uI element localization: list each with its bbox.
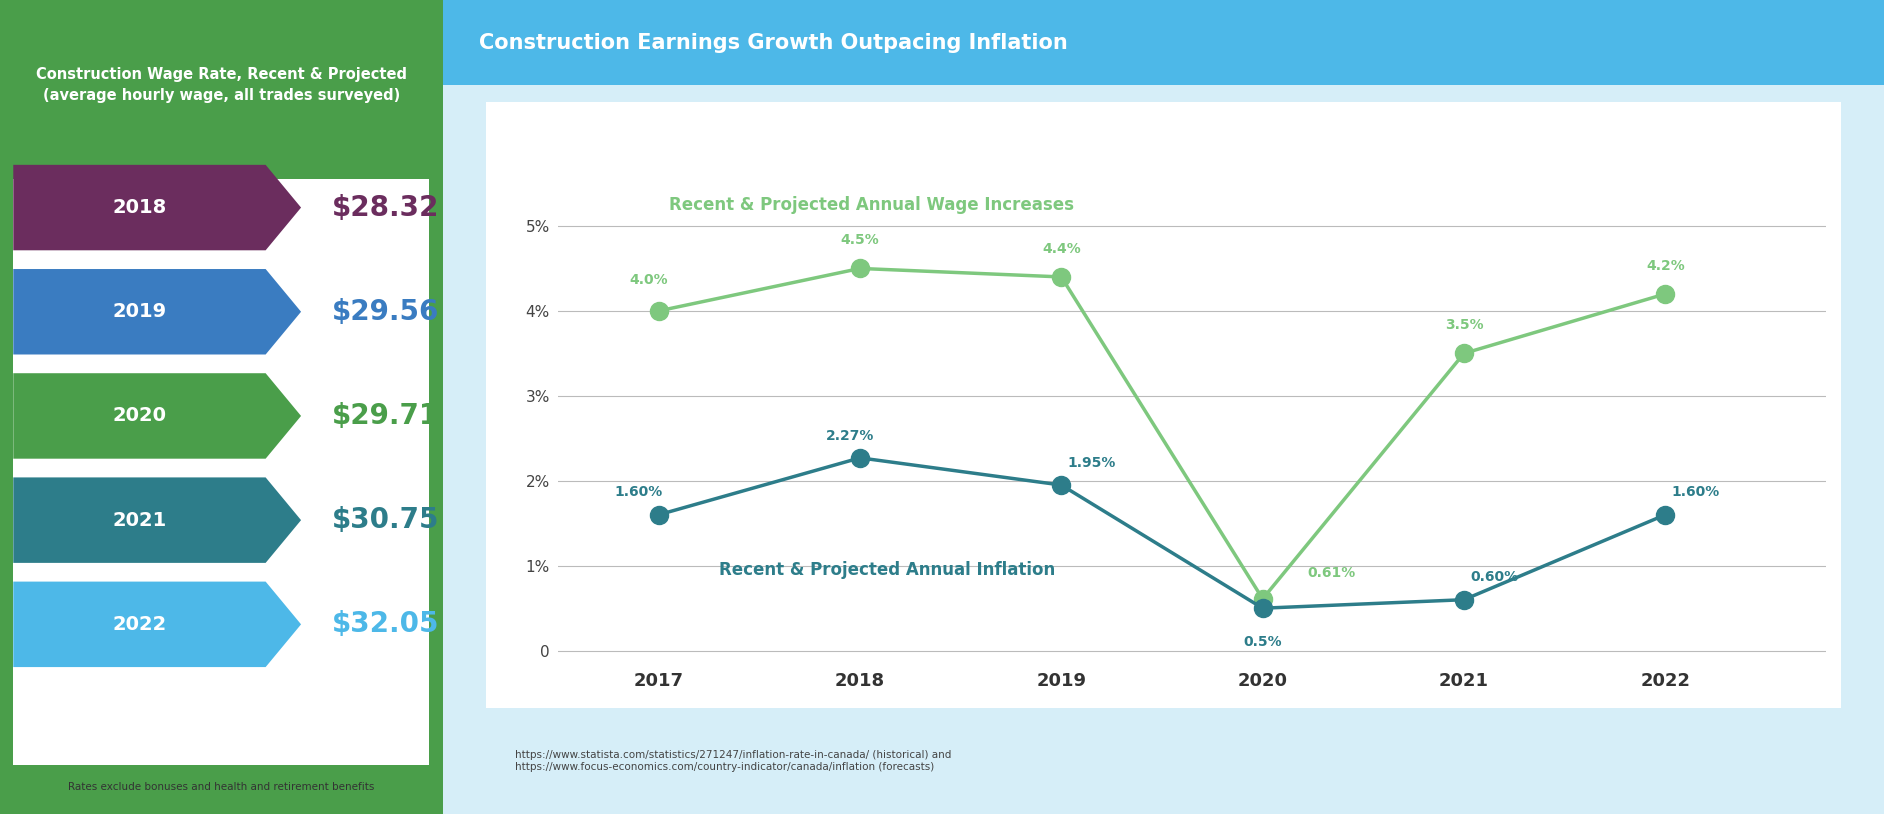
Polygon shape <box>13 373 301 459</box>
Text: $29.56: $29.56 <box>332 298 439 326</box>
Text: Rates exclude bonuses and health and retirement benefits: Rates exclude bonuses and health and ret… <box>68 782 375 792</box>
Text: 4.5%: 4.5% <box>840 233 880 247</box>
Text: 0.61%: 0.61% <box>1307 567 1355 580</box>
FancyBboxPatch shape <box>443 0 1884 814</box>
Text: Recent & Projected Annual Wage Increases: Recent & Projected Annual Wage Increases <box>669 195 1074 214</box>
Text: $30.75: $30.75 <box>332 506 439 534</box>
FancyBboxPatch shape <box>443 0 1884 85</box>
Text: 1.60%: 1.60% <box>614 485 663 500</box>
Polygon shape <box>13 164 301 251</box>
Text: 0.5%: 0.5% <box>1243 636 1281 650</box>
Polygon shape <box>13 269 301 355</box>
Text: 2.27%: 2.27% <box>825 428 874 443</box>
Text: 4.4%: 4.4% <box>1042 242 1081 256</box>
Text: 1.60%: 1.60% <box>1671 485 1720 500</box>
Text: Construction Wage Rate, Recent & Projected
(average hourly wage, all trades surv: Construction Wage Rate, Recent & Project… <box>36 68 407 103</box>
Text: $29.71: $29.71 <box>332 402 439 430</box>
Text: 2020: 2020 <box>113 406 166 426</box>
Text: 1.95%: 1.95% <box>1068 456 1115 470</box>
Polygon shape <box>13 477 301 563</box>
Text: 3.5%: 3.5% <box>1445 318 1483 332</box>
Text: $32.05: $32.05 <box>332 610 439 638</box>
Polygon shape <box>13 581 301 667</box>
FancyBboxPatch shape <box>0 0 443 814</box>
Text: $28.32: $28.32 <box>332 194 439 221</box>
Text: 2022: 2022 <box>113 615 166 634</box>
FancyBboxPatch shape <box>486 102 1841 708</box>
Text: Recent & Projected Annual Inflation: Recent & Projected Annual Inflation <box>720 561 1055 579</box>
Text: Construction Earnings Growth Outpacing Inflation: Construction Earnings Growth Outpacing I… <box>479 33 1068 53</box>
Text: 4.0%: 4.0% <box>629 274 669 287</box>
Text: 4.2%: 4.2% <box>1647 259 1684 273</box>
Text: 2018: 2018 <box>113 198 166 217</box>
Text: 2021: 2021 <box>113 510 166 530</box>
Text: 2019: 2019 <box>113 302 166 322</box>
Text: 0.60%: 0.60% <box>1470 571 1519 584</box>
FancyBboxPatch shape <box>13 179 430 765</box>
Text: https://www.statista.com/statistics/271247/inflation-rate-in-canada/ (historical: https://www.statista.com/statistics/2712… <box>514 751 951 772</box>
